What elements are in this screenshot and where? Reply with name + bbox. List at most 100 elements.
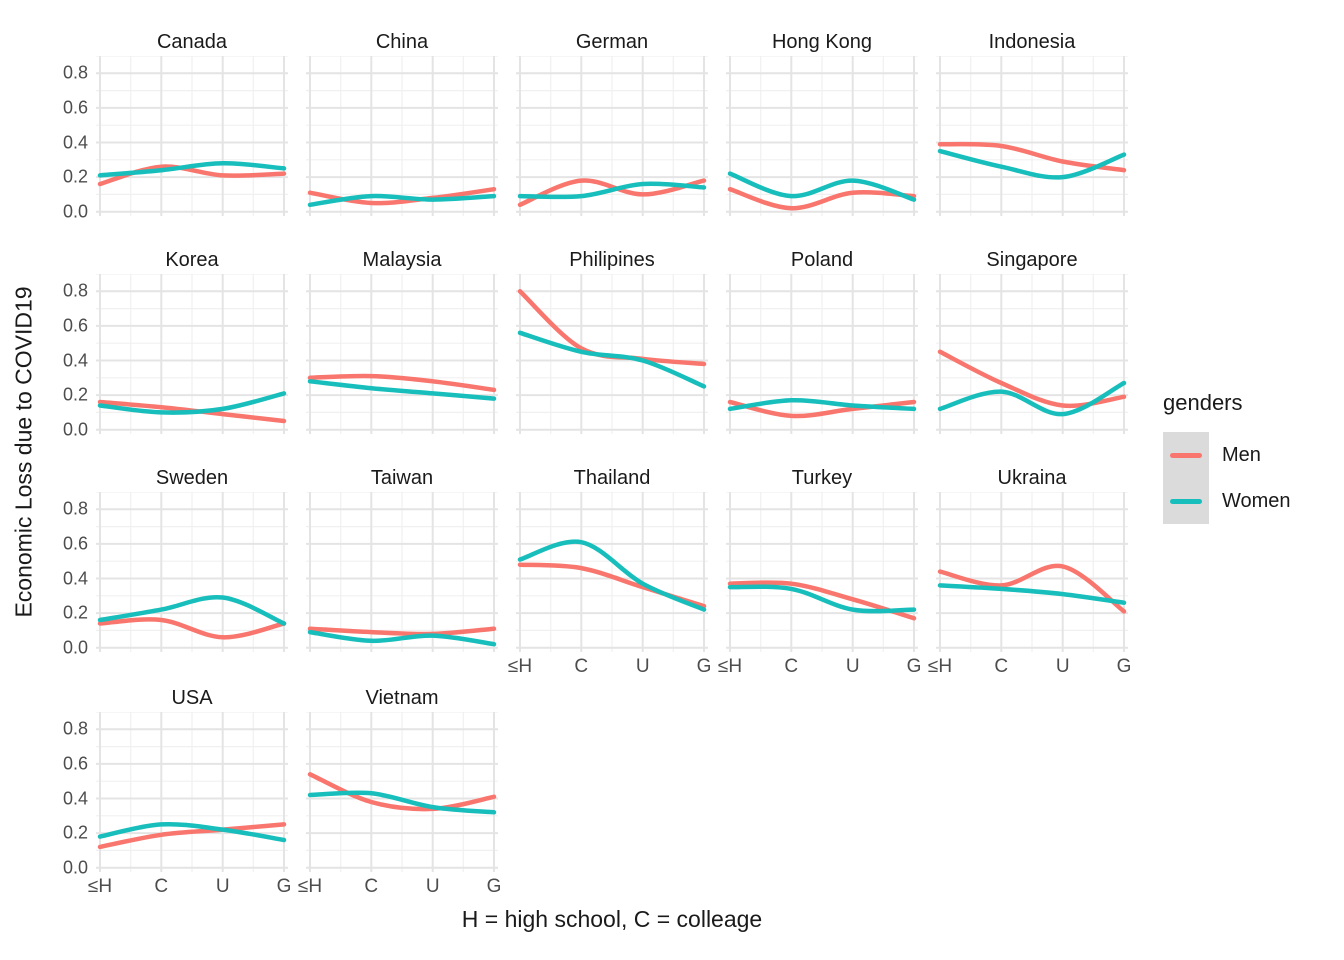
legend-key-women xyxy=(1163,478,1209,524)
women-line xyxy=(307,790,497,815)
legend-title: genders xyxy=(1163,390,1243,415)
men-line xyxy=(307,626,497,637)
facet-panel xyxy=(306,492,498,652)
women-line-swatch xyxy=(1170,498,1202,504)
y-tick-label: 0.4 xyxy=(62,788,88,808)
facet-title: Korea xyxy=(165,248,219,271)
women-line xyxy=(727,584,917,614)
facet-ukraina: Ukraina ≤H C U G xyxy=(928,464,1131,678)
facet-panel xyxy=(936,56,1128,216)
x-tick-label: U xyxy=(635,656,650,677)
women-line xyxy=(937,583,1127,605)
facet-panel xyxy=(516,56,708,216)
facet-grid: 0.8 0.6 0.4 0.2 0.0 Canada China German Hong Kon… xyxy=(36,28,1146,933)
x-tick-label: ≤H xyxy=(717,656,743,677)
facet-panel xyxy=(726,274,918,434)
gridlines xyxy=(96,712,288,872)
x-axis-ticks: ≤H C U G xyxy=(508,652,711,678)
legend-item-men: Men xyxy=(1163,432,1291,478)
women-line xyxy=(307,193,497,208)
y-axis-ticks: 0.8 0.6 0.4 0.2 0.0 xyxy=(36,28,96,221)
y-tick-label: 0.6 xyxy=(62,315,88,336)
x-tick-label: C xyxy=(574,656,589,677)
women-line xyxy=(937,380,1127,417)
x-tick-label: U xyxy=(215,876,230,897)
x-axis-ticks: ≤H C U G xyxy=(718,652,921,678)
facet-row-1: 0.8 0.6 0.4 0.2 0.0 Canada China German Hong Kon… xyxy=(36,28,1146,221)
facet-chart-svg xyxy=(306,492,498,652)
x-tick-label: C xyxy=(364,876,379,897)
facet-title: China xyxy=(375,30,429,53)
facet-title: Vietnam xyxy=(365,686,439,709)
y-tick-label: 0.2 xyxy=(62,166,88,187)
gridlines xyxy=(306,56,498,216)
y-tick-label: 0.6 xyxy=(62,753,88,774)
gridlines xyxy=(306,492,498,652)
facet-title: Hong Kong xyxy=(771,30,873,53)
men-line xyxy=(937,563,1127,614)
x-tick-label: G xyxy=(906,656,922,677)
x-tick-label: G xyxy=(486,876,502,897)
legend-item-women: Women xyxy=(1163,478,1291,524)
y-axis-title: Economic Loss due to COVID19 xyxy=(10,286,37,618)
x-tick-label: C xyxy=(994,656,1009,677)
facet-panel xyxy=(96,712,288,872)
gridlines xyxy=(936,56,1128,216)
y-axis-ticks: 0.8 0.6 0.4 0.2 0.0 xyxy=(36,684,96,898)
y-tick-label: 0.4 xyxy=(62,568,88,588)
facet-panel xyxy=(516,492,708,652)
facet-thailand: Thailand ≤H C U G xyxy=(508,464,711,678)
facet-chart-svg xyxy=(516,274,708,434)
facet-poland: Poland xyxy=(726,246,918,434)
y-axis-ticks: 0.8 0.6 0.4 0.2 0.0 xyxy=(36,464,96,678)
y-tick-label: 0.2 xyxy=(62,384,88,405)
facet-title: Singapore xyxy=(986,248,1078,271)
women-line xyxy=(307,379,497,401)
facet-panel xyxy=(96,492,288,652)
women-line xyxy=(517,181,707,200)
facet-sweden: Sweden xyxy=(96,464,288,652)
x-axis-ticks: ≤H C U G xyxy=(88,872,291,898)
facet-chart-svg xyxy=(726,492,918,652)
facet-taiwan: Taiwan xyxy=(306,464,498,652)
y-tick-label: 0.2 xyxy=(62,602,88,623)
facet-korea: Korea xyxy=(96,246,288,434)
x-tick-label: G xyxy=(696,656,712,677)
facet-panel xyxy=(516,274,708,434)
facet-chart-svg xyxy=(306,274,498,434)
facet-title: Canada xyxy=(156,30,228,53)
gridlines xyxy=(306,274,498,434)
facet-title: USA xyxy=(171,686,213,709)
facet-title: German xyxy=(575,30,649,53)
facet-malaysia: Malaysia xyxy=(306,246,498,434)
x-tick-label: C xyxy=(784,656,799,677)
facet-chart-svg xyxy=(516,492,708,652)
legend-key-men xyxy=(1163,432,1209,478)
y-tick-label: 0.8 xyxy=(62,62,88,83)
x-tick-label: ≤H xyxy=(507,656,533,677)
y-tick-label: 0.6 xyxy=(62,97,88,118)
y-tick-label: 0.4 xyxy=(62,132,88,152)
women-line xyxy=(517,539,707,612)
y-tick-label: 0.4 xyxy=(62,350,88,370)
women-line xyxy=(97,161,287,178)
women-line xyxy=(517,330,707,389)
y-tick-label: 0.0 xyxy=(62,857,88,878)
facet-chart-svg xyxy=(726,274,918,434)
facet-chart-svg xyxy=(96,492,288,652)
facet-panel xyxy=(726,56,918,216)
men-line xyxy=(517,178,707,208)
facet-hong-kong: Hong Kong xyxy=(726,28,918,216)
facet-china: China xyxy=(306,28,498,216)
facet-singapore: Singapore xyxy=(936,246,1128,434)
gridlines xyxy=(726,56,918,216)
women-line xyxy=(97,821,287,843)
facet-panel xyxy=(306,274,498,434)
men-line xyxy=(97,822,287,850)
facet-chart-svg xyxy=(936,56,1128,216)
facet-panel xyxy=(306,712,498,872)
facet-chart-svg xyxy=(516,56,708,216)
facet-chart-svg xyxy=(306,712,498,872)
legend-label-men: Men xyxy=(1222,443,1261,466)
